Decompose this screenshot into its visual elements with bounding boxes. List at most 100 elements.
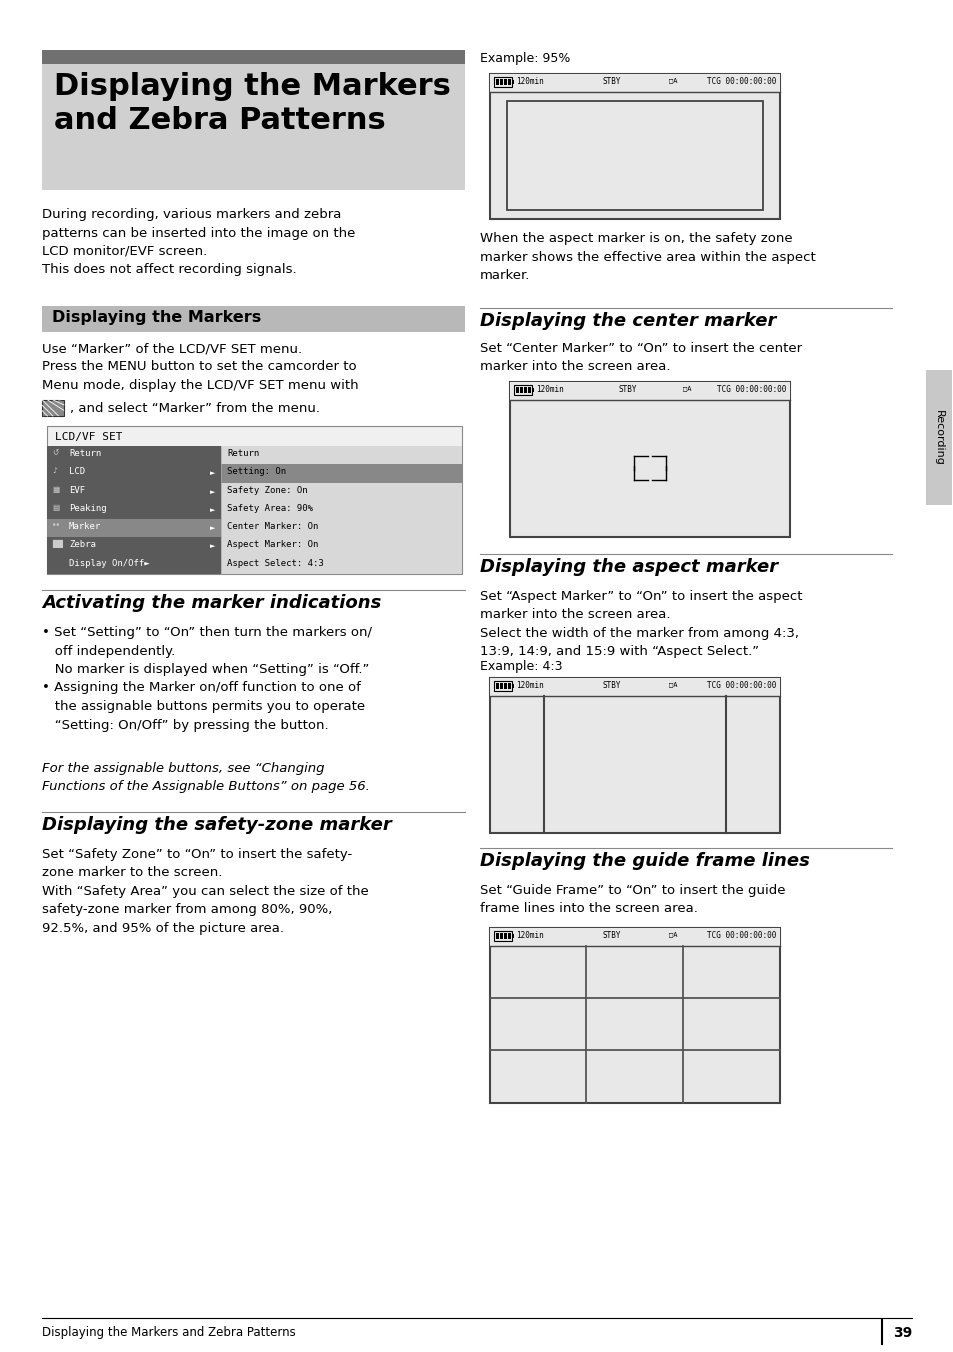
Text: LCD: LCD xyxy=(69,468,85,476)
Text: Aspect Marker: On: Aspect Marker: On xyxy=(227,541,318,549)
Bar xyxy=(532,388,534,392)
Text: Example: 4:3: Example: 4:3 xyxy=(479,660,562,673)
Bar xyxy=(221,446,461,464)
Text: LCD/VF SET: LCD/VF SET xyxy=(55,433,122,442)
Bar xyxy=(496,933,498,940)
Bar xyxy=(503,78,506,85)
Text: ▤: ▤ xyxy=(52,503,59,512)
Text: STBY: STBY xyxy=(602,932,620,940)
Text: Marker: Marker xyxy=(69,522,101,531)
Text: STBY: STBY xyxy=(602,77,620,87)
Bar xyxy=(510,383,789,537)
Text: Set “Safety Zone” to “On” to insert the safety-
zone marker to the screen.
With : Set “Safety Zone” to “On” to insert the … xyxy=(42,848,369,936)
Text: Set “Aspect Marker” to “On” to insert the aspect
marker into the screen area.
Se: Set “Aspect Marker” to “On” to insert th… xyxy=(479,589,801,658)
Text: TCG 00:00:00:00: TCG 00:00:00:00 xyxy=(706,77,775,87)
Bar xyxy=(490,677,780,833)
Bar xyxy=(507,683,511,690)
Bar xyxy=(925,370,951,506)
Bar xyxy=(47,500,221,519)
Bar xyxy=(490,677,780,696)
Text: ••: •• xyxy=(52,521,61,530)
Bar xyxy=(496,683,498,690)
Text: TCG 00:00:00:00: TCG 00:00:00:00 xyxy=(706,932,775,940)
Bar xyxy=(47,446,221,464)
Text: Displaying the Markers and Zebra Patterns: Displaying the Markers and Zebra Pattern… xyxy=(42,1326,295,1338)
Text: ♪: ♪ xyxy=(52,466,57,476)
Text: Zebra: Zebra xyxy=(69,541,95,549)
Text: □A: □A xyxy=(668,932,677,937)
Bar xyxy=(221,519,461,538)
Bar xyxy=(510,383,789,400)
Text: During recording, various markers and zebra
patterns can be inserted into the im: During recording, various markers and ze… xyxy=(42,208,355,277)
Bar xyxy=(503,683,506,690)
Text: Return: Return xyxy=(69,449,101,458)
Text: □A: □A xyxy=(668,681,677,687)
Bar xyxy=(47,446,221,575)
Bar xyxy=(499,683,502,690)
Bar xyxy=(221,500,461,519)
Text: Aspect Select: 4:3: Aspect Select: 4:3 xyxy=(227,558,323,568)
Text: 120min: 120min xyxy=(516,932,543,940)
Bar xyxy=(519,387,522,393)
Text: EVF: EVF xyxy=(69,485,85,495)
Text: ►: ► xyxy=(210,488,214,495)
Bar xyxy=(503,933,506,940)
Text: ►: ► xyxy=(210,507,214,512)
Bar xyxy=(47,464,221,483)
Text: Displaying the aspect marker: Displaying the aspect marker xyxy=(479,558,778,576)
Bar xyxy=(527,387,531,393)
Text: TCG 00:00:00:00: TCG 00:00:00:00 xyxy=(716,385,785,393)
Bar xyxy=(42,306,464,333)
Text: □A: □A xyxy=(682,385,691,391)
Text: □A: □A xyxy=(668,77,677,82)
Bar xyxy=(507,78,511,85)
Bar xyxy=(499,933,502,940)
Bar xyxy=(47,519,221,538)
Text: ►: ► xyxy=(210,470,214,476)
Bar xyxy=(507,101,761,210)
Text: ↺: ↺ xyxy=(52,448,58,457)
Text: █▉: █▉ xyxy=(52,539,64,549)
Bar xyxy=(494,77,512,87)
Text: Setting: On: Setting: On xyxy=(227,468,286,476)
Bar xyxy=(507,933,511,940)
Text: For the assignable buttons, see “Changing
Functions of the Assignable Buttons” o: For the assignable buttons, see “Changin… xyxy=(42,763,370,794)
Text: Use “Marker” of the LCD/VF SET menu.
Press the MENU button to set the camcorder : Use “Marker” of the LCD/VF SET menu. Pre… xyxy=(42,342,358,392)
Bar xyxy=(494,681,512,691)
Bar xyxy=(47,556,221,575)
Text: Peaking: Peaking xyxy=(69,504,107,512)
Text: 120min: 120min xyxy=(516,681,543,690)
Bar xyxy=(512,80,514,84)
Text: Set “Center Marker” to “On” to insert the center
marker into the screen area.: Set “Center Marker” to “On” to insert th… xyxy=(479,342,801,373)
Bar xyxy=(514,385,532,395)
Bar xyxy=(42,50,464,64)
Bar xyxy=(42,64,464,191)
Bar xyxy=(499,78,502,85)
Bar xyxy=(42,400,64,416)
Text: Activating the marker indications: Activating the marker indications xyxy=(42,594,381,612)
Text: Safety Zone: On: Safety Zone: On xyxy=(227,485,307,495)
Text: Displaying the Markers
and Zebra Patterns: Displaying the Markers and Zebra Pattern… xyxy=(54,72,451,135)
Bar xyxy=(221,538,461,556)
Bar xyxy=(47,538,221,556)
Bar xyxy=(512,684,514,688)
Text: Example: 95%: Example: 95% xyxy=(479,51,570,65)
Bar xyxy=(516,387,518,393)
Bar xyxy=(47,483,221,500)
Bar xyxy=(490,927,780,1103)
Text: When the aspect marker is on, the safety zone
marker shows the effective area wi: When the aspect marker is on, the safety… xyxy=(479,233,815,283)
Bar xyxy=(490,927,780,946)
Bar xyxy=(523,387,526,393)
Bar xyxy=(47,426,461,575)
Text: ▦: ▦ xyxy=(52,484,59,493)
Text: Recording: Recording xyxy=(933,410,943,465)
Bar xyxy=(221,464,461,483)
Text: Displaying the center marker: Displaying the center marker xyxy=(479,312,776,330)
Text: Center Marker: On: Center Marker: On xyxy=(227,522,318,531)
Text: 39: 39 xyxy=(892,1326,911,1340)
Text: STBY: STBY xyxy=(618,385,637,393)
Text: Return: Return xyxy=(227,449,259,458)
Bar xyxy=(221,483,461,500)
Text: , and select “Marker” from the menu.: , and select “Marker” from the menu. xyxy=(70,402,319,415)
Text: Displaying the safety-zone marker: Displaying the safety-zone marker xyxy=(42,817,392,834)
